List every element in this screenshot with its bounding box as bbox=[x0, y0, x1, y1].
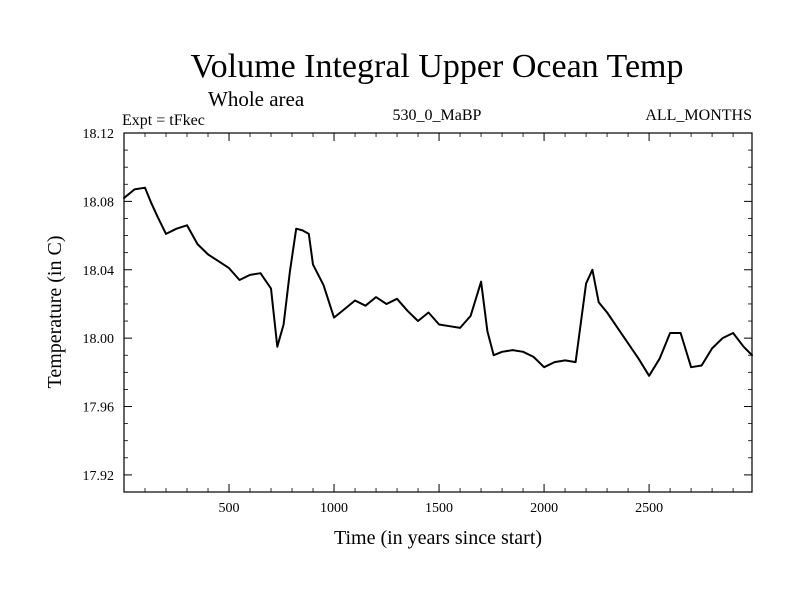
y-tick-label: 18.08 bbox=[83, 195, 115, 210]
chart-title: Volume Integral Upper Ocean Temp bbox=[191, 48, 684, 85]
x-tick-label: 500 bbox=[219, 501, 240, 516]
series-line-0 bbox=[123, 186, 753, 377]
x-axis-label: Time (in years since start) bbox=[334, 527, 542, 549]
y-tick-label: 17.92 bbox=[83, 469, 115, 484]
x-tick-label: 1000 bbox=[320, 501, 348, 516]
period-label: 530_0_MaBP bbox=[393, 107, 482, 124]
plot-frame-group bbox=[123, 132, 753, 493]
y-ticks: 17.92 17.96 18.00 18.04 18.08 18.12 bbox=[83, 127, 752, 493]
x-tick-label: 2000 bbox=[530, 501, 558, 516]
months-label: ALL_MONTHS bbox=[645, 107, 752, 124]
chart-subtitle: Whole area bbox=[208, 87, 305, 111]
y-tick-label: 17.96 bbox=[83, 401, 115, 416]
experiment-label: Expt = tFkec bbox=[122, 112, 205, 129]
x-tick-label: 2500 bbox=[635, 501, 663, 516]
plot-frame bbox=[123, 132, 753, 493]
x-tick-label: 1500 bbox=[425, 501, 453, 516]
y-tick-label: 18.12 bbox=[83, 127, 115, 142]
series-layer bbox=[123, 186, 753, 377]
y-axis-label: Temperature (in C) bbox=[44, 236, 66, 389]
y-tick-label: 18.04 bbox=[83, 264, 115, 279]
x-ticks: 500 1000 1500 2000 2500 bbox=[144, 133, 734, 516]
y-tick-label: 18.00 bbox=[83, 332, 115, 347]
